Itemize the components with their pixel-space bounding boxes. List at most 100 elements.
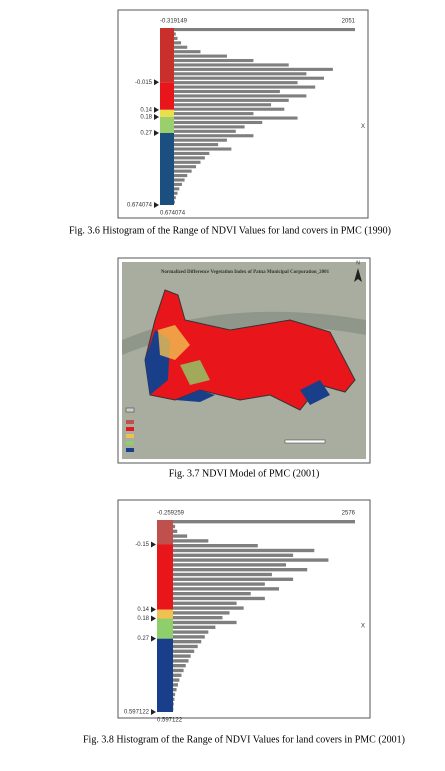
- histogram-bar: [174, 192, 178, 195]
- y-tick-label: 0.674074: [127, 203, 153, 209]
- histogram-bar: [174, 72, 306, 75]
- histogram-bar: [174, 46, 187, 49]
- histogram-bar: [173, 563, 286, 566]
- histogram-bar: [174, 37, 178, 40]
- histogram-bar: [174, 152, 209, 155]
- caption: Fig. 3.6 Histogram of the Range of NDVI …: [69, 225, 391, 236]
- histogram-bar: [174, 28, 355, 31]
- histogram-bar: [173, 525, 175, 528]
- histogram-bar: [173, 702, 174, 705]
- histogram-bar: [174, 156, 205, 159]
- histogram-bar: [173, 645, 198, 648]
- x-axis-label: X: [361, 624, 365, 630]
- histogram-bar: [173, 664, 186, 667]
- histogram-bar: [173, 683, 178, 686]
- histogram-bar: [174, 183, 182, 186]
- histogram-bar: [174, 81, 298, 84]
- figure-frame: [118, 500, 370, 718]
- ramp-min-label: -0.319149: [160, 19, 188, 25]
- histogram-bar: [174, 90, 280, 93]
- histogram-bar: [174, 134, 253, 137]
- histogram-bar: [174, 50, 200, 53]
- histogram-bar: [174, 55, 227, 58]
- ramp-segment: [160, 110, 174, 117]
- ramp-min-label: -0.259259: [157, 511, 185, 517]
- histogram-bar: [173, 688, 177, 691]
- histogram-bar: [174, 130, 236, 133]
- histogram-bar: [173, 587, 279, 590]
- y-tick-label: 0.18: [140, 115, 152, 121]
- histogram-bar: [173, 578, 293, 581]
- caption: Fig. 3.7 NDVI Model of PMC (2001): [169, 468, 320, 479]
- histogram-bar: [173, 573, 272, 576]
- histogram-bar: [173, 698, 174, 701]
- histogram-bar: [173, 606, 244, 609]
- histogram-bar: [174, 99, 289, 102]
- histogram-bar: [174, 94, 306, 97]
- histogram-bar: [174, 117, 298, 120]
- histogram-bar: [174, 201, 175, 204]
- histogram-bar: [173, 597, 265, 600]
- y-tick-label: 0.14: [137, 607, 149, 613]
- ramp-segment: [160, 82, 174, 110]
- histogram-bar: [174, 77, 324, 80]
- histogram-bar: [173, 674, 181, 677]
- histogram-bar: [174, 174, 187, 177]
- ramp-segment: [157, 544, 173, 609]
- histogram-bar: [174, 196, 176, 199]
- caption: Fig. 3.8 Histogram of the Range of NDVI …: [83, 734, 405, 745]
- histogram-bar: [174, 103, 271, 106]
- histogram-bar: [174, 139, 227, 142]
- histogram-bar: [173, 693, 175, 696]
- ramp-segment: [157, 639, 173, 712]
- histogram-bar: [174, 108, 284, 111]
- y-tick-label: 0.597122: [124, 710, 150, 716]
- histogram-bar: [173, 530, 177, 533]
- histogram-bar: [173, 568, 307, 571]
- histogram-bar: [174, 143, 218, 146]
- histogram-bar: [173, 582, 265, 585]
- y-tick-label: 0.14: [140, 107, 152, 113]
- ramp-max-label: 0.597122: [157, 718, 183, 724]
- histogram-bar: [173, 539, 208, 542]
- histogram-bar: [173, 616, 222, 619]
- histogram-bar: [174, 147, 231, 150]
- histogram-bar: [173, 611, 230, 614]
- histogram-bar: [173, 520, 355, 523]
- histogram-bar: [173, 544, 258, 547]
- ramp-segment: [160, 117, 174, 133]
- histogram-bar: [173, 659, 189, 662]
- y-tick-label: -0.15: [135, 542, 149, 548]
- ramp-segment: [157, 610, 173, 619]
- x-max-label: 2576: [342, 511, 356, 517]
- map: [118, 258, 370, 463]
- histogram-bar: [173, 534, 187, 537]
- histogram-bar: [173, 650, 194, 653]
- histogram-bar: [174, 86, 315, 89]
- histogram-bar: [174, 125, 245, 128]
- histogram-bar: [173, 554, 293, 557]
- north-label: N: [356, 260, 360, 266]
- y-tick-label: 0.27: [137, 636, 149, 642]
- histogram-bar: [174, 187, 179, 190]
- histogram-bar: [174, 165, 196, 168]
- histogram-bar: [174, 161, 200, 164]
- histogram-bar: [173, 654, 191, 657]
- histogram-bar: [174, 41, 181, 44]
- ramp-segment: [160, 133, 174, 205]
- histogram-bar: [173, 602, 237, 605]
- histogram-bar: [173, 640, 201, 643]
- ramp-max-label: 0.674074: [160, 211, 186, 217]
- histogram-bar: [174, 170, 192, 173]
- y-tick-label: -0.015: [135, 80, 153, 86]
- histogram-bar: [174, 68, 333, 71]
- x-max-label: 2051: [342, 19, 356, 25]
- histogram-bar: [174, 32, 176, 35]
- histogram-bar: [173, 678, 179, 681]
- histogram-bar: [173, 558, 328, 561]
- histogram-bar: [174, 63, 289, 66]
- histogram-bar: [174, 178, 185, 181]
- histogram-bar: [173, 635, 205, 638]
- y-tick-label: 0.27: [140, 131, 152, 137]
